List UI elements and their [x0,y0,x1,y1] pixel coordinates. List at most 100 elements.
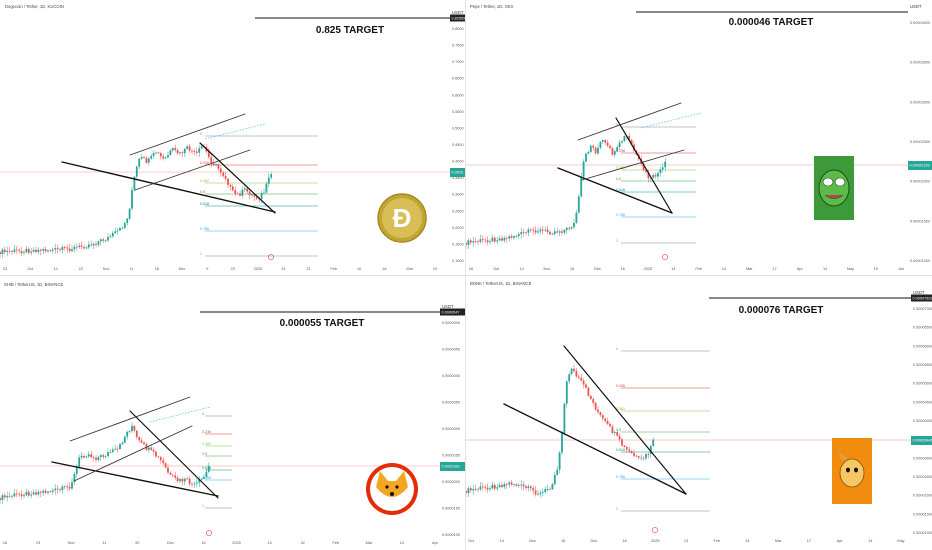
pepe-x-tick: May [847,267,854,271]
bonk-y-tick: 0.00002000 [913,494,932,498]
bonk-candle [515,484,518,486]
doge-candle [145,157,148,163]
doge-y-tick: 0.5000 [452,126,464,130]
doge-x-tick: 10 [433,267,437,271]
pepe-fib-label: 0 [616,123,618,127]
doge-candle [239,193,241,196]
shib-x-tick: Feb [332,541,339,545]
doge-x-tick: 11 [129,267,133,271]
doge-candle [169,150,172,156]
shib-candle [162,460,165,464]
pepe-candle [479,239,482,242]
shib-candle [95,457,97,460]
pepe-fib-label: 0.236 [616,149,625,153]
doge-x-tick: 18 [155,267,159,271]
pepe-chart-svg: Pepe / Tether, 1D, OKX USDT 0.00004000 0.00… [466,4,932,271]
bonk-candle [472,488,475,491]
shib-logo-eye-right [395,485,399,489]
doge-candle [18,250,21,252]
bonk-candle [517,485,520,486]
bonk-candle [568,374,571,382]
doge-y-tick: 0.6000 [452,93,464,97]
doge-candle [37,249,40,253]
bonk-x-tick: 17 [807,539,811,543]
shib-candle [119,444,121,450]
bonk-x-tick: Dec [590,539,597,543]
pepe-candle [539,229,542,232]
pepe-current-price-text: 0.00002159 [910,164,930,168]
pepe-candle [508,236,511,239]
pepe-y-tick: 0.00003000 [910,100,930,104]
doge-candle [255,196,258,199]
pepe-candle [537,231,539,233]
doge-y-tick: 0.2500 [452,209,464,213]
pepe-x-tick: 14 [722,267,726,271]
shib-x-tick: Apr [432,541,439,545]
pepe-x-tick: Mar [746,267,753,271]
shib-candle [51,490,54,492]
shib-candle [63,486,66,488]
shib-candle [1,495,4,501]
doge-fib-label: 0.786 [200,227,209,231]
doge-logo-glyph: Ð [393,203,412,233]
shib-chart-title: SHIB / TetherUS, 1D, BINANCE [4,282,63,287]
bonk-candle [479,486,482,490]
doge-candle [138,158,141,167]
pepe-candle [568,227,571,229]
doge-candle [217,164,220,169]
doge-candle [104,240,107,242]
bonk-logo-eye-left [846,467,850,473]
bonk-y-tick: 0.00001500 [913,512,932,516]
pepe-candle [659,169,662,173]
bonk-x-tick: 14 [745,539,749,543]
shib-candle [37,491,40,495]
doge-y-tick: 0.7000 [452,60,464,64]
bonk-candle [558,452,561,470]
doge-chart-svg: Dogecoin / Tether, 1D, KUCOIN USDT 0.8000 0… [0,4,465,271]
doge-candle [90,244,93,246]
pepe-channel-upper [577,102,682,141]
shib-candle [205,471,208,477]
bonk-event-marker [652,527,658,533]
bonk-candle [563,403,566,434]
pepe-event-marker [662,254,668,260]
shib-candle [200,478,203,480]
pepe-x-tick: Jun [898,267,904,271]
pepe-candle [467,240,470,246]
shib-current-price-text: 0.0002163 [442,465,460,469]
bonk-candle [587,387,590,396]
bonk-candle [491,484,494,489]
doge-candle [51,249,54,251]
doge-candle [47,250,49,252]
shib-target-label: 0.000055 TARGET [280,318,365,329]
pepe-candle [599,141,602,148]
pepe-candle [529,229,532,231]
bonk-candle [628,449,631,452]
doge-candle [97,241,100,245]
shib-x-tick: 20 [135,541,139,545]
pepe-fib-label: 0.5 [616,177,621,181]
pepe-y-tick: 0.00003500 [910,61,930,65]
doge-fib-label: 1 [200,252,202,256]
bonk-candle [580,377,583,381]
shib-fib-label: 0.236 [202,430,211,434]
shib-candle [183,478,186,482]
doge-candle [133,176,136,190]
bonk-fib-label: 0.786 [616,475,625,479]
bonk-y-tick: 0.00004500 [913,400,932,404]
doge-candle [270,173,273,178]
doge-current-price-tag [450,168,465,177]
bonk-candle [544,489,547,493]
shib-candle [92,457,95,458]
pepe-candle [556,231,559,233]
doge-candle [195,151,198,153]
doge-candle [56,248,59,250]
bonk-candle [525,486,527,488]
shib-x-tick: 10 [400,541,404,545]
pepe-candle [582,161,585,177]
shib-candle [116,448,119,450]
shib-candle [6,495,9,498]
pepe-current-price-tag [908,161,932,170]
pepe-candle [520,232,523,235]
doge-x-tick: 9 [206,267,208,271]
